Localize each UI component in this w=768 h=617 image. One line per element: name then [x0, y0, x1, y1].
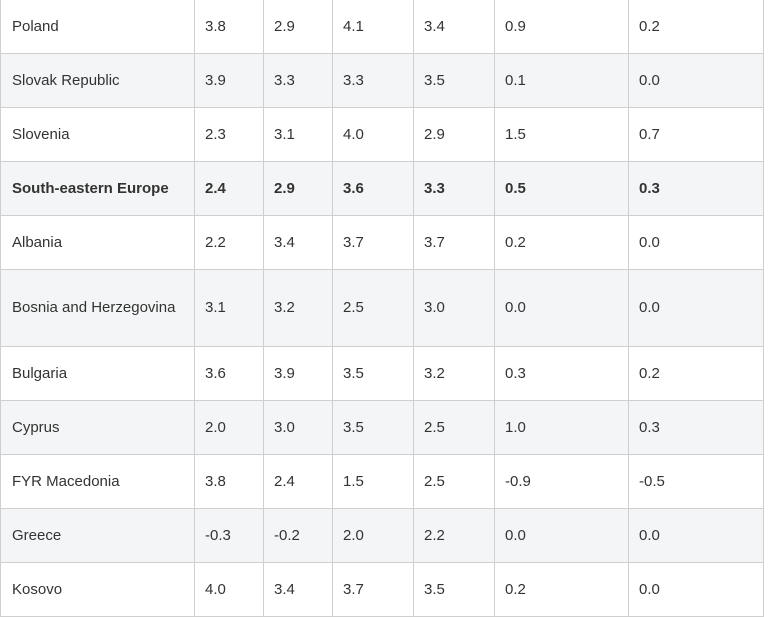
table-row: Slovenia 2.3 3.1 4.0 2.9 1.5 0.7 [0, 107, 764, 162]
cell-value: 0.0 [628, 53, 764, 108]
table-row: Slovak Republic 3.9 3.3 3.3 3.5 0.1 0.0 [0, 53, 764, 108]
cell-value: 3.4 [263, 215, 333, 270]
row-label: Poland [0, 0, 195, 54]
cell-value: 3.6 [332, 161, 414, 216]
cell-value: -0.2 [263, 508, 333, 563]
cell-value: 0.1 [494, 53, 629, 108]
table-row: Kosovo 4.0 3.4 3.7 3.5 0.2 0.0 [0, 562, 764, 617]
cell-value: 1.5 [332, 454, 414, 509]
cell-value: -0.3 [194, 508, 264, 563]
cell-value: 0.5 [494, 161, 629, 216]
cell-value: 3.3 [413, 161, 495, 216]
row-label: Bulgaria [0, 346, 195, 401]
cell-value: 4.0 [194, 562, 264, 617]
cell-value: 2.4 [194, 161, 264, 216]
row-label: Cyprus [0, 400, 195, 455]
row-label: Slovak Republic [0, 53, 195, 108]
cell-value: 3.0 [263, 400, 333, 455]
cell-value: 3.3 [263, 53, 333, 108]
table-row: Greece -0.3 -0.2 2.0 2.2 0.0 0.0 [0, 508, 764, 563]
cell-value: 0.0 [628, 508, 764, 563]
cell-value: 4.1 [332, 0, 414, 54]
table-row: Bosnia and Herzegovina 3.1 3.2 2.5 3.0 0… [0, 269, 764, 347]
cell-value: 3.4 [413, 0, 495, 54]
row-label: South-eastern Europe [0, 161, 195, 216]
cell-value: 1.0 [494, 400, 629, 455]
cell-value: 3.4 [263, 562, 333, 617]
table-row-group-header: South-eastern Europe 2.4 2.9 3.6 3.3 0.5… [0, 161, 764, 216]
table-row: Poland 3.8 2.9 4.1 3.4 0.9 0.2 [0, 0, 764, 54]
cell-value: 0.0 [628, 269, 764, 347]
cell-value: 0.3 [494, 346, 629, 401]
cell-value: 0.7 [628, 107, 764, 162]
table-row: Cyprus 2.0 3.0 3.5 2.5 1.0 0.3 [0, 400, 764, 455]
cell-value: 3.1 [263, 107, 333, 162]
cell-value: 2.0 [332, 508, 414, 563]
cell-value: 0.0 [628, 215, 764, 270]
cell-value: 0.2 [494, 562, 629, 617]
cell-value: 3.2 [413, 346, 495, 401]
cell-value: 0.3 [628, 161, 764, 216]
cell-value: 3.6 [194, 346, 264, 401]
row-label: Greece [0, 508, 195, 563]
row-label: Albania [0, 215, 195, 270]
cell-value: 2.9 [263, 161, 333, 216]
cell-value: 2.2 [413, 508, 495, 563]
row-label: Kosovo [0, 562, 195, 617]
cell-value: 3.9 [194, 53, 264, 108]
cell-value: 0.2 [628, 346, 764, 401]
cell-value: 2.4 [263, 454, 333, 509]
cell-value: 3.3 [332, 53, 414, 108]
cell-value: 3.5 [332, 346, 414, 401]
cell-value: 0.3 [628, 400, 764, 455]
cell-value: 2.9 [413, 107, 495, 162]
table-row: Albania 2.2 3.4 3.7 3.7 0.2 0.0 [0, 215, 764, 270]
cell-value: -0.9 [494, 454, 629, 509]
cell-value: 2.5 [413, 400, 495, 455]
cell-value: 0.9 [494, 0, 629, 54]
cell-value: 3.7 [332, 562, 414, 617]
cell-value: 3.1 [194, 269, 264, 347]
cell-value: 3.9 [263, 346, 333, 401]
cell-value: 0.0 [494, 269, 629, 347]
cell-value: 2.9 [263, 0, 333, 54]
cell-value: 3.5 [332, 400, 414, 455]
cell-value: 0.2 [494, 215, 629, 270]
table-row: Bulgaria 3.6 3.9 3.5 3.2 0.3 0.2 [0, 346, 764, 401]
cell-value: 2.5 [332, 269, 414, 347]
row-label: FYR Macedonia [0, 454, 195, 509]
cell-value: 3.0 [413, 269, 495, 347]
cell-value: 3.5 [413, 562, 495, 617]
cell-value: 3.5 [413, 53, 495, 108]
row-label: Bosnia and Herzegovina [0, 269, 195, 347]
cell-value: 3.7 [332, 215, 414, 270]
cell-value: 1.5 [494, 107, 629, 162]
cell-value: 2.3 [194, 107, 264, 162]
cell-value: 2.5 [413, 454, 495, 509]
cell-value: 0.0 [494, 508, 629, 563]
cell-value: -0.5 [628, 454, 764, 509]
cell-value: 4.0 [332, 107, 414, 162]
cell-value: 3.7 [413, 215, 495, 270]
cell-value: 3.8 [194, 0, 264, 54]
cell-value: 0.0 [628, 562, 764, 617]
cell-value: 0.2 [628, 0, 764, 54]
table-row: FYR Macedonia 3.8 2.4 1.5 2.5 -0.9 -0.5 [0, 454, 764, 509]
cell-value: 3.2 [263, 269, 333, 347]
cell-value: 2.0 [194, 400, 264, 455]
cell-value: 2.2 [194, 215, 264, 270]
row-label: Slovenia [0, 107, 195, 162]
cell-value: 3.8 [194, 454, 264, 509]
